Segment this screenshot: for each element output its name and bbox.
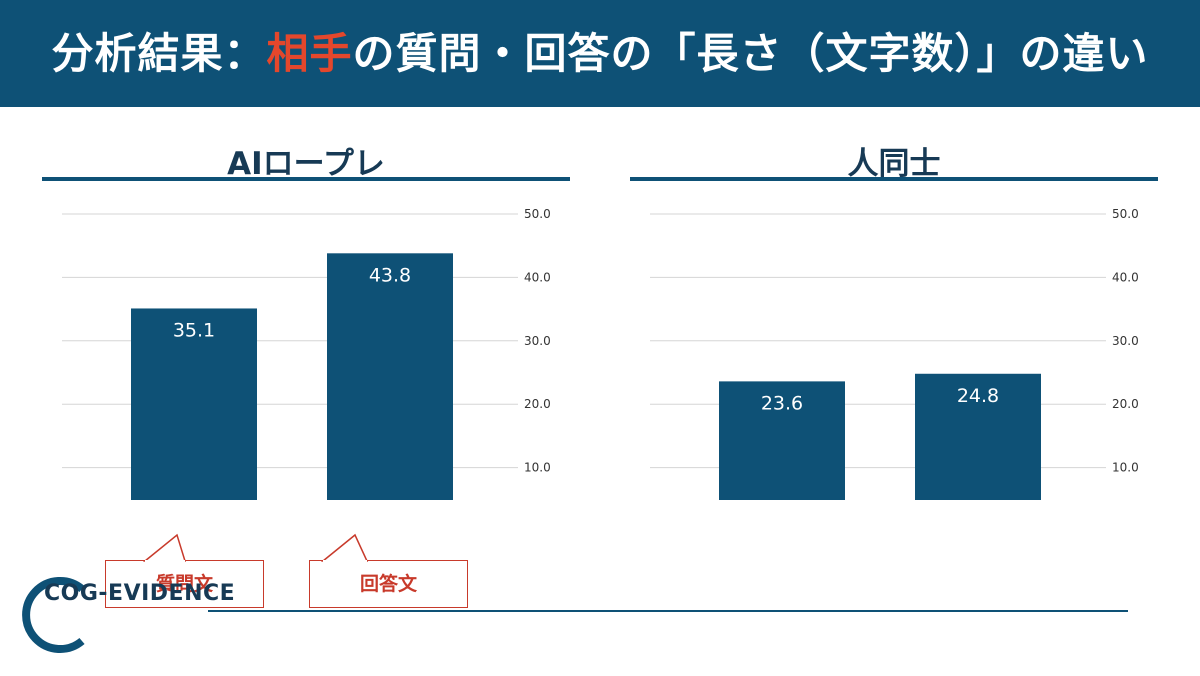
panel-title-ai-roleplay: AIロープレ [227, 146, 385, 182]
logo-text: COG-EVIDENCE [44, 581, 236, 606]
bar-chart-ai-roleplay: 0.010.020.030.040.050.035.1客側の質問文の文字数43.… [62, 207, 551, 500]
chart-panel-human: 人同士 0.010.020.030.040.050.023.6客側の質問文の文字… [630, 128, 1158, 568]
page-title-prefix: 分析結果： [51, 29, 267, 78]
data-label: 23.6 [761, 392, 803, 414]
callout-pointer [320, 533, 369, 563]
callout-question-label: 質問文 [155, 573, 213, 595]
logo-ring-icon [22, 577, 85, 653]
y-tick-label: 50.0 [1112, 207, 1139, 221]
y-tick-label: 30.0 [524, 334, 551, 348]
page-title-accent: 相手 [266, 29, 353, 78]
y-tick-label: 40.0 [524, 270, 551, 284]
panel-title-human: 人同士 [847, 146, 941, 182]
panel-divider [42, 177, 570, 181]
data-label: 35.1 [173, 319, 215, 341]
y-tick-label: 30.0 [1112, 334, 1139, 348]
data-label: 24.8 [957, 385, 999, 407]
y-tick-label: 20.0 [1112, 397, 1139, 411]
page-title-suffix: の質問・回答の「長さ（文字数）」の違い [352, 29, 1149, 78]
footer-divider [208, 610, 1128, 612]
callout-answer-label: 回答文 [359, 573, 417, 595]
bar [131, 308, 257, 500]
panel-divider [630, 177, 1158, 181]
y-tick-label: 10.0 [1112, 461, 1139, 475]
callout-pointer [142, 533, 187, 563]
y-tick-label: 10.0 [524, 461, 551, 475]
callout-answer: 回答文 [309, 533, 468, 608]
callout-question: 質問文 [105, 533, 264, 608]
bar [719, 381, 845, 500]
page-title: 分析結果：相手の質問・回答の「長さ（文字数）」の違い [0, 0, 1200, 107]
title-banner: 分析結果：相手の質問・回答の「長さ（文字数）」の違い [0, 0, 1200, 107]
data-label: 43.8 [369, 264, 411, 286]
chart-panel-ai-roleplay: AIロープレ 0.010.020.030.040.050.035.1客側の質問文… [42, 128, 570, 568]
bar [915, 373, 1041, 500]
bar-chart-human: 0.010.020.030.040.050.023.6客側の質問文の文字数24.… [650, 207, 1139, 500]
bar [327, 253, 453, 500]
y-tick-label: 50.0 [524, 207, 551, 221]
y-tick-label: 40.0 [1112, 270, 1139, 284]
y-tick-label: 20.0 [524, 397, 551, 411]
logo: COG-EVIDENCE [20, 575, 235, 655]
